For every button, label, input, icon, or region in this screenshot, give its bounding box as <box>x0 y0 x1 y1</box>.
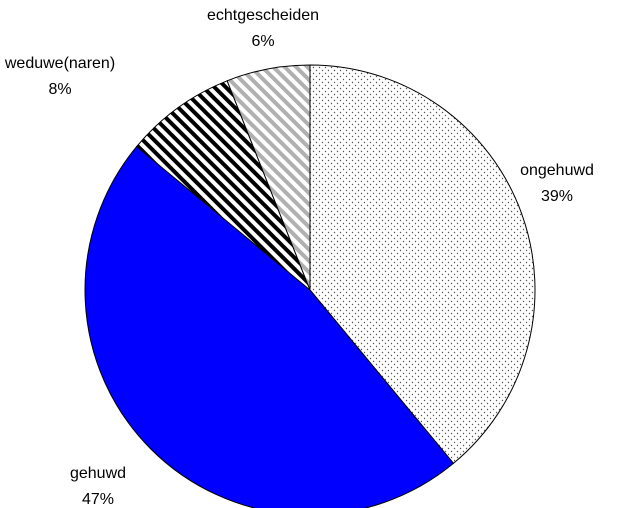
pie-slice <box>84 145 455 508</box>
pie-slice <box>226 64 311 291</box>
slice-value-label: 39% <box>541 188 573 205</box>
slice-label: weduwe(naren) <box>4 55 115 72</box>
slice-value-label: 6% <box>251 33 274 50</box>
pie-slice <box>135 80 311 291</box>
pie-slice <box>309 64 536 465</box>
slice-label: echtgescheiden <box>207 7 319 24</box>
slice-label: gehuwd <box>70 465 126 482</box>
slice-label: ongehuwd <box>520 162 594 179</box>
slice-value-label: 8% <box>48 81 71 98</box>
slice-value-label: 47% <box>82 491 114 508</box>
